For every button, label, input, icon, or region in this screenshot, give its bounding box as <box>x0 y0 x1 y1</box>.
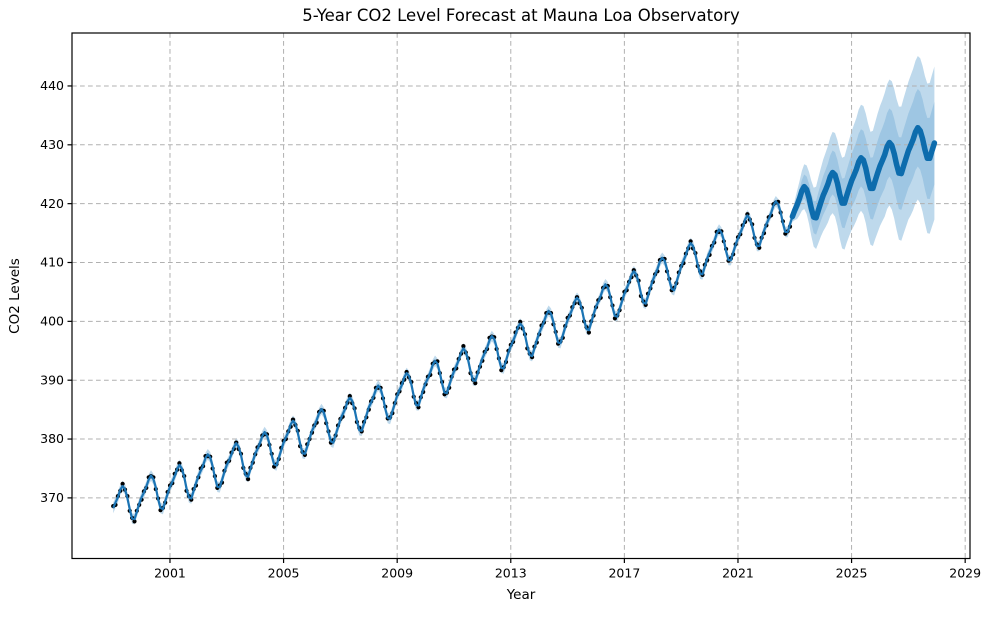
y-tick-label: 380 <box>40 431 64 446</box>
y-tick-label: 390 <box>40 372 64 387</box>
observed-point <box>688 239 693 244</box>
x-tick-label: 2025 <box>836 566 868 581</box>
x-tick-label: 2005 <box>268 566 300 581</box>
x-tick-label: 2029 <box>949 566 981 581</box>
observed-point <box>120 481 125 486</box>
observed-point <box>518 319 523 324</box>
observed-point <box>586 330 592 335</box>
fitted-line-group <box>112 200 794 521</box>
y-tick-label: 410 <box>40 255 64 270</box>
axis-ticks: 2001 2005 2009 2013 2017 2021 2025 2029 370 380 39… <box>40 78 981 580</box>
fitted-line <box>112 200 794 521</box>
observed-point <box>132 519 137 524</box>
x-axis-label: Year <box>506 587 536 603</box>
axes-frame <box>71 32 971 560</box>
observed-point <box>347 394 352 399</box>
y-tick-label: 440 <box>40 78 64 93</box>
observed-point <box>246 477 251 482</box>
x-tick-label: 2013 <box>495 566 527 581</box>
forecast-line <box>789 124 938 221</box>
grid-lines <box>72 33 970 559</box>
observed-point <box>177 461 182 466</box>
chart-title: 5-Year CO2 Level Forecast at Mauna Loa O… <box>302 6 740 25</box>
observed-point <box>461 344 466 349</box>
x-tick-label: 2001 <box>154 566 186 581</box>
x-tick-label: 2009 <box>381 566 413 581</box>
forecast-line-group <box>789 124 938 221</box>
confidence-bands <box>113 56 935 525</box>
y-tick-label: 420 <box>40 196 64 211</box>
axes-spines <box>71 32 971 560</box>
x-tick-label: 2017 <box>608 566 640 581</box>
x-tick-label: 2021 <box>722 566 754 581</box>
y-tick-label: 400 <box>40 314 64 329</box>
y-tick-label: 370 <box>40 490 64 505</box>
observed-point <box>473 381 478 386</box>
y-tick-label: 430 <box>40 137 64 152</box>
